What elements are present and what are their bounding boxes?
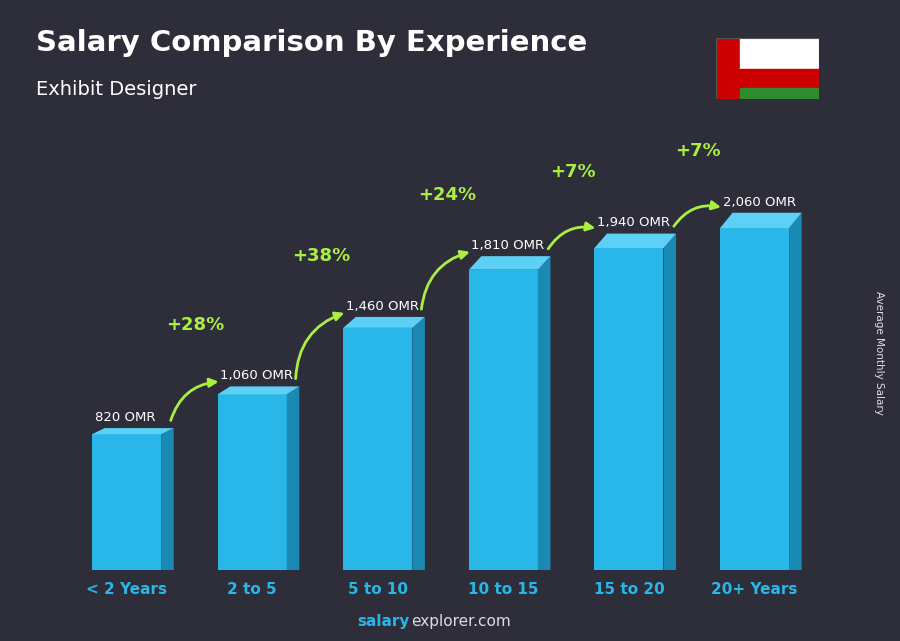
- Bar: [720, 228, 789, 570]
- Polygon shape: [538, 256, 551, 570]
- Bar: [343, 328, 412, 570]
- Polygon shape: [218, 387, 300, 394]
- Text: 1,060 OMR: 1,060 OMR: [220, 369, 293, 382]
- Text: +38%: +38%: [292, 247, 350, 265]
- Text: explorer.com: explorer.com: [411, 615, 511, 629]
- Polygon shape: [720, 213, 802, 228]
- Text: +24%: +24%: [418, 186, 476, 204]
- Text: Average Monthly Salary: Average Monthly Salary: [874, 290, 884, 415]
- Polygon shape: [594, 233, 676, 248]
- Bar: [469, 270, 538, 570]
- Polygon shape: [92, 428, 174, 434]
- Text: 1,810 OMR: 1,810 OMR: [472, 239, 544, 252]
- Text: salary: salary: [357, 615, 410, 629]
- Bar: [92, 434, 161, 570]
- Bar: [741, 88, 819, 99]
- Text: +28%: +28%: [166, 316, 225, 334]
- Text: 1,940 OMR: 1,940 OMR: [597, 217, 670, 229]
- Text: +7%: +7%: [675, 142, 721, 160]
- Text: 2,060 OMR: 2,060 OMR: [723, 196, 796, 208]
- Bar: [218, 394, 287, 570]
- Polygon shape: [161, 428, 174, 570]
- Polygon shape: [663, 233, 676, 570]
- Polygon shape: [343, 317, 425, 328]
- Polygon shape: [412, 317, 425, 570]
- Polygon shape: [469, 256, 551, 270]
- Text: +7%: +7%: [550, 163, 595, 181]
- Text: 820 OMR: 820 OMR: [94, 411, 155, 424]
- Polygon shape: [789, 213, 802, 570]
- Text: 1,460 OMR: 1,460 OMR: [346, 300, 419, 313]
- Text: Salary Comparison By Experience: Salary Comparison By Experience: [36, 29, 587, 57]
- Polygon shape: [287, 387, 300, 570]
- Bar: [741, 69, 819, 88]
- Bar: [594, 248, 663, 570]
- Bar: [716, 38, 741, 99]
- Bar: [741, 38, 819, 69]
- Text: Exhibit Designer: Exhibit Designer: [36, 80, 196, 99]
